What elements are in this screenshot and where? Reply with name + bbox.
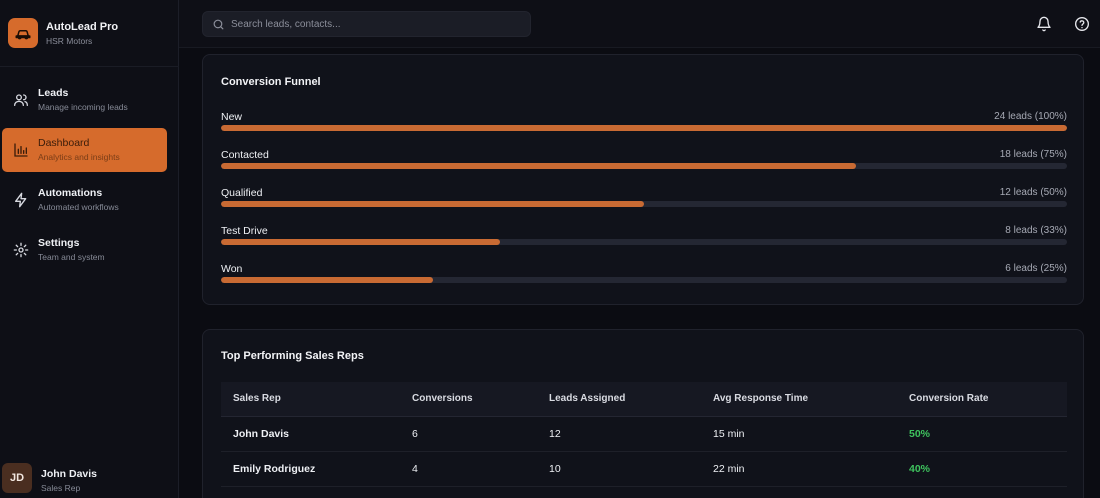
response-time-cell: 15 min — [701, 416, 897, 452]
sidebar-item-label: Settings — [38, 237, 80, 249]
user-name: John Davis — [41, 468, 98, 480]
sidebar-item-label: Dashboard — [38, 137, 90, 149]
lightning-icon — [13, 192, 29, 208]
funnel-stage-value: 6 leads (25%) — [1005, 263, 1067, 274]
column-header[interactable]: Leads Assigned — [537, 382, 701, 417]
progress-fill — [221, 277, 433, 283]
funnel-stage-label: Contacted — [221, 149, 269, 161]
gear-icon — [13, 242, 29, 258]
avatar: JD — [2, 463, 32, 493]
conversion-rate-cell: 40% — [897, 451, 1067, 487]
funnel-stage-label: Qualified — [221, 187, 263, 199]
sidebar-item-automations[interactable]: Automations Automated workflows — [2, 178, 167, 222]
funnel-stage-value: 18 leads (75%) — [999, 149, 1067, 160]
column-header[interactable]: Sales Rep — [221, 382, 400, 417]
column-header[interactable]: Conversion Rate — [897, 382, 1067, 417]
sidebar-item-label: Leads — [38, 87, 69, 99]
leads-assigned-cell: 10 — [537, 451, 701, 487]
sidebar-item-description: Team and system — [38, 252, 105, 262]
progress-track — [221, 277, 1067, 283]
funnel-stage-qualified: Qualified 12 leads (50%) — [221, 187, 1067, 217]
sidebar-item-label: Automations — [38, 187, 103, 199]
car-icon — [8, 18, 38, 48]
progress-fill — [221, 125, 1067, 131]
sales-reps-table: Sales Rep Conversions Leads Assigned Avg… — [221, 382, 1067, 487]
search-box[interactable] — [202, 11, 531, 37]
bell-icon[interactable] — [1036, 16, 1052, 32]
brand-name: AutoLead Pro — [46, 21, 119, 33]
divider — [0, 66, 179, 67]
sidebar-item-description: Analytics and insights — [38, 152, 120, 162]
bar-chart-icon — [13, 142, 29, 158]
funnel-stage-new: New 24 leads (100%) — [221, 111, 1067, 141]
response-time-cell: 22 min — [701, 451, 897, 487]
column-header[interactable]: Conversions — [400, 382, 537, 417]
conversion-funnel-card: Conversion Funnel New 24 leads (100%) Co… — [202, 54, 1084, 305]
progress-track — [221, 125, 1067, 131]
progress-track — [221, 201, 1067, 207]
topbar — [179, 0, 1100, 48]
funnel-stage-value: 8 leads (33%) — [1005, 225, 1067, 236]
funnel-stage-label: Won — [221, 263, 243, 275]
funnel-stage-value: 12 leads (50%) — [999, 187, 1067, 198]
search-input[interactable] — [231, 16, 521, 32]
brand-subtitle: HSR Motors — [46, 36, 93, 46]
progress-fill — [221, 201, 644, 207]
conversions-cell: 6 — [400, 416, 537, 452]
table-row[interactable]: Emily Rodriguez 4 10 22 min 40% — [221, 451, 1067, 487]
user-role: Sales Rep — [41, 483, 81, 493]
progress-track — [221, 239, 1067, 245]
funnel-stage-value: 24 leads (100%) — [994, 111, 1067, 122]
users-icon — [13, 92, 29, 108]
column-header[interactable]: Avg Response Time — [701, 382, 897, 417]
funnel-stage-contacted: Contacted 18 leads (75%) — [221, 149, 1067, 179]
sidebar-item-description: Manage incoming leads — [38, 102, 128, 112]
table-row[interactable]: John Davis 6 12 15 min 50% — [221, 416, 1067, 452]
conversion-rate-cell: 50% — [897, 416, 1067, 452]
card-title: Top Performing Sales Reps — [221, 350, 364, 362]
progress-fill — [221, 163, 856, 169]
sidebar-item-dashboard[interactable]: Dashboard Analytics and insights — [2, 128, 167, 172]
rep-name: John Davis — [221, 416, 400, 452]
conversions-cell: 4 — [400, 451, 537, 487]
funnel-stage-label: New — [221, 111, 243, 123]
funnel-stage-test-drive: Test Drive 8 leads (33%) — [221, 225, 1067, 255]
sales-reps-card: Top Performing Sales Reps Sales Rep Conv… — [202, 329, 1084, 498]
leads-assigned-cell: 12 — [537, 416, 701, 452]
table-header-row: Sales Rep Conversions Leads Assigned Avg… — [221, 382, 1067, 417]
sidebar-item-leads[interactable]: Leads Manage incoming leads — [2, 78, 167, 122]
card-title: Conversion Funnel — [221, 76, 321, 88]
funnel-stage-label: Test Drive — [221, 225, 268, 237]
sidebar: AutoLead Pro HSR Motors Leads Manage inc… — [0, 0, 179, 498]
help-icon[interactable] — [1074, 16, 1090, 32]
user-profile[interactable]: JD John Davis Sales Rep — [2, 463, 172, 497]
sidebar-item-description: Automated workflows — [38, 202, 119, 212]
funnel-stage-won: Won 6 leads (25%) — [221, 263, 1067, 293]
sidebar-item-settings[interactable]: Settings Team and system — [2, 228, 167, 272]
brand[interactable]: AutoLead Pro HSR Motors — [8, 18, 173, 50]
progress-fill — [221, 239, 501, 245]
rep-name: Emily Rodriguez — [221, 451, 400, 487]
search-icon — [212, 18, 225, 31]
progress-track — [221, 163, 1067, 169]
